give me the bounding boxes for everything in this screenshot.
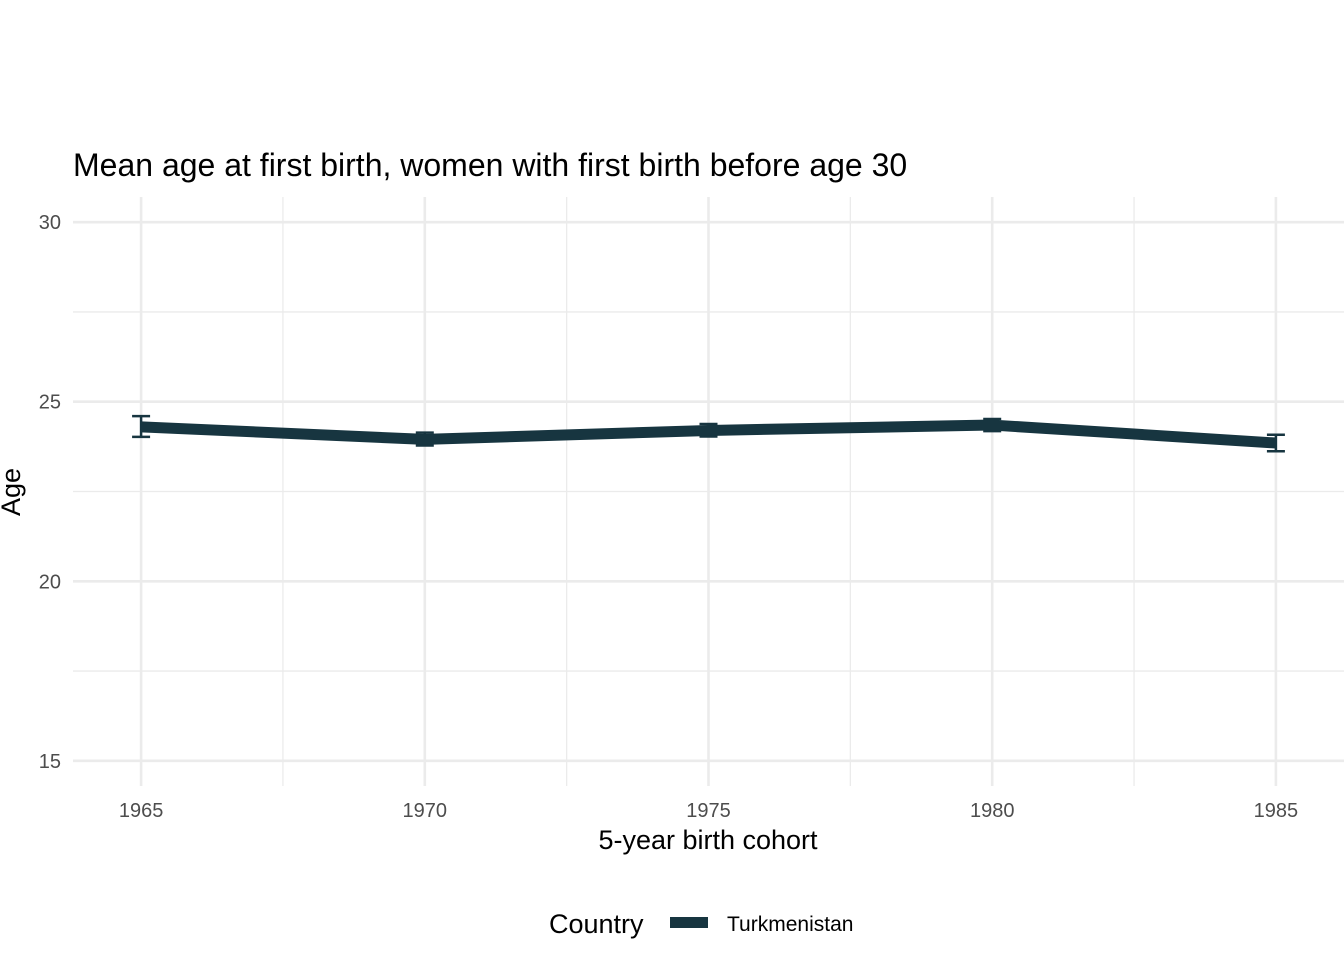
series-layer: [132, 414, 1285, 453]
x-tick-label: 1985: [1254, 800, 1299, 822]
chart-title: Mean age at first birth, women with firs…: [73, 147, 907, 183]
legend-title: Country: [549, 909, 644, 939]
legend-label-turkmenistan: Turkmenistan: [727, 913, 853, 936]
y-tick-label: 15: [39, 751, 61, 773]
x-tick-label: 1975: [686, 800, 731, 822]
legend-swatch-turkmenistan: [670, 917, 708, 928]
x-tick-label: 1980: [970, 800, 1015, 822]
y-tick-label: 25: [39, 392, 61, 414]
x-tick-label: 1965: [119, 800, 164, 822]
legend: Country Turkmenistan: [549, 909, 853, 939]
x-tick-label: 1970: [403, 800, 448, 822]
plot-grid: [73, 197, 1344, 786]
x-axis-ticks: 1965 1970 1975 1980 1985: [119, 800, 1298, 822]
y-axis-title: Age: [0, 468, 26, 516]
series-line-turkmenistan: [140, 419, 1277, 449]
y-axis-ticks: 15 20 25 30: [39, 212, 61, 773]
x-axis-title: 5-year birth cohort: [598, 825, 818, 855]
y-tick-label: 30: [39, 212, 61, 234]
error-bar: [132, 414, 151, 439]
y-tick-label: 20: [39, 571, 61, 593]
